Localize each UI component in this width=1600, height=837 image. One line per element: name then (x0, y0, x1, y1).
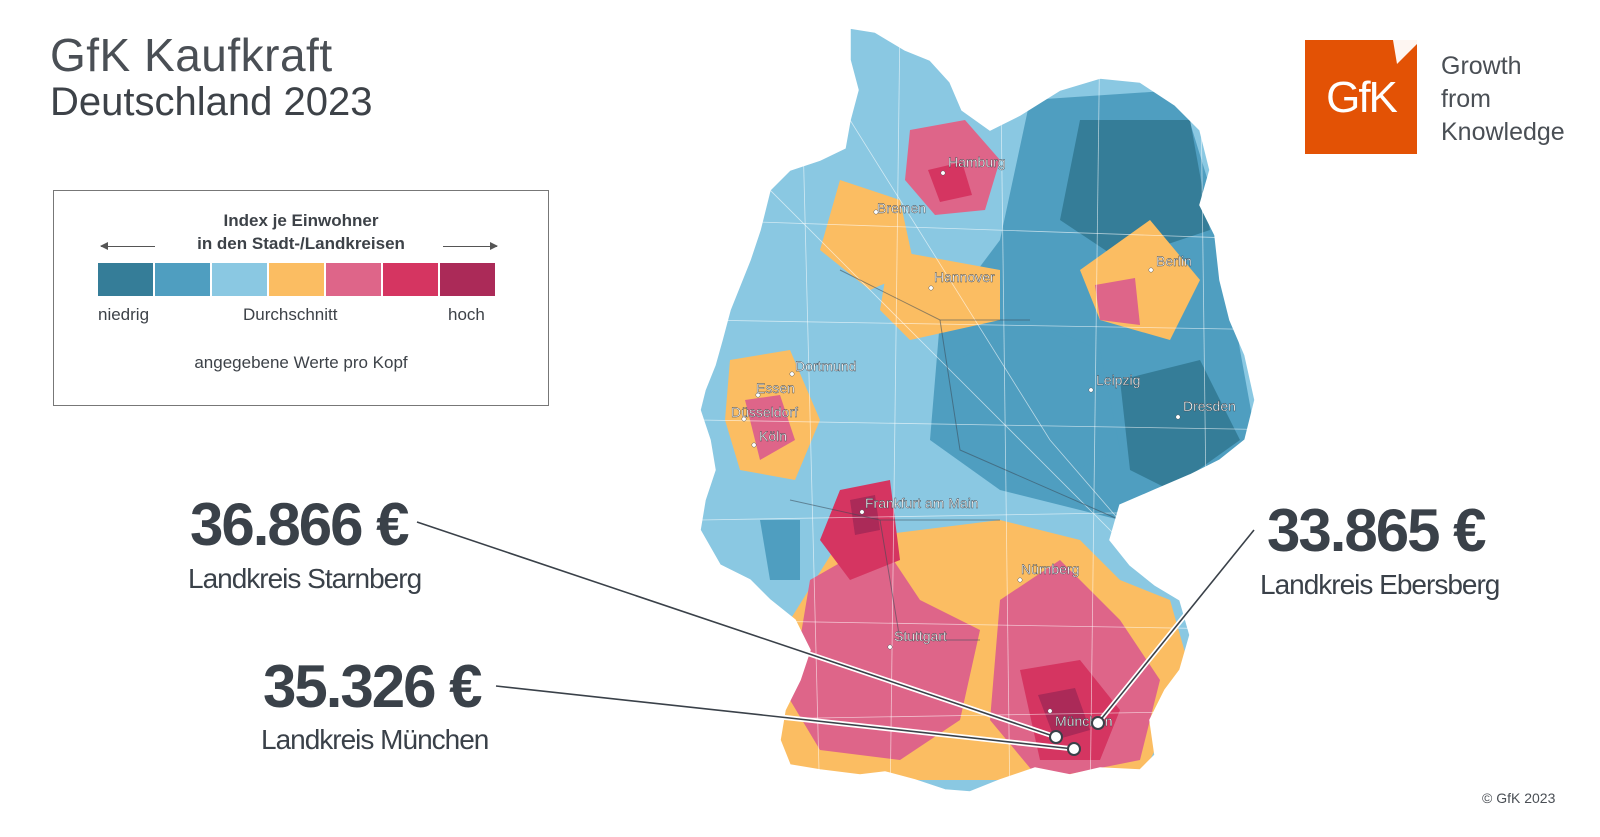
arrow-left-icon (100, 242, 155, 250)
tagline-line1: Growth (1441, 52, 1522, 80)
logo-tagline: Growth from Knowledge (1441, 50, 1565, 149)
callout-value-muenchen: 35.326 € (263, 653, 483, 720)
tagline-line2: from (1441, 85, 1491, 113)
callout-label-starnberg: Landkreis Starnberg (188, 563, 422, 594)
city-label: Hannover (934, 269, 995, 285)
gfk-logo: GfK (1305, 40, 1417, 154)
callout-label-muenchen: Landkreis München (261, 724, 489, 755)
color-swatch (212, 263, 267, 296)
copyright: © GfK 2023 (1482, 790, 1556, 806)
color-swatch (440, 263, 495, 296)
callout-label-ebersberg: Landkreis Ebersberg (1260, 569, 1500, 600)
page-title: GfK Kaufkraft (50, 29, 333, 81)
color-swatch (98, 263, 153, 296)
city-label: Stuttgart (894, 628, 947, 644)
page-subtitle: Deutschland 2023 (50, 80, 373, 124)
city-label: Bremen (877, 200, 926, 216)
city-label: Frankfurt am Main (865, 495, 979, 511)
arrow-right-icon (443, 242, 498, 250)
city-label: Essen (756, 380, 795, 396)
city-label: Nürnberg (1021, 561, 1079, 577)
city-label: Hamburg (948, 154, 1006, 170)
legend-note: angegebene Werte pro Kopf (194, 353, 408, 372)
color-swatch (269, 263, 324, 296)
callout-value-ebersberg: 33.865 € (1267, 497, 1487, 564)
city-label: Dresden (1183, 398, 1236, 414)
legend-box: Index je Einwohner in den Stadt-/Landkre… (53, 190, 549, 406)
tagline-line3: Knowledge (1441, 118, 1565, 146)
city-label: München (1055, 713, 1113, 729)
germany-map: Hamburg Bremen Berlin Hannover Dortmund … (700, 20, 1290, 810)
color-swatch (326, 263, 381, 296)
city-label: Leipzig (1096, 372, 1140, 388)
logo-mark: GfK (1326, 73, 1397, 122)
city-label: Köln (759, 428, 787, 444)
color-swatch (383, 263, 438, 296)
color-scale (98, 263, 495, 296)
city-label: Düsseldorf (731, 404, 798, 420)
legend-mid-label: Durchschnitt (243, 305, 338, 324)
city-label: Dortmund (795, 358, 856, 374)
legend-low-label: niedrig (98, 305, 150, 324)
legend-high-label: hoch (448, 305, 485, 324)
city-label: Berlin (1156, 253, 1192, 269)
color-swatch (155, 263, 210, 296)
legend-heading-line2: in den Stadt-/Landkreisen (197, 234, 405, 253)
legend-heading-line1: Index je Einwohner (223, 211, 379, 230)
callout-value-starnberg: 36.866 € (190, 491, 410, 558)
